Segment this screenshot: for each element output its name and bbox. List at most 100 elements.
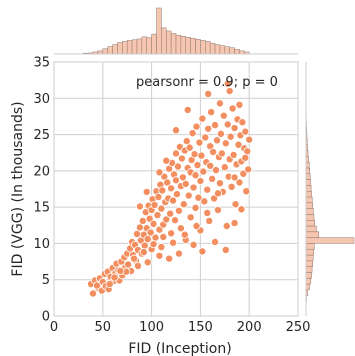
x-tick-label: 0 [50, 320, 58, 335]
scatter-point [219, 111, 228, 120]
scatter-points [87, 79, 254, 298]
y-hist-bar [305, 225, 317, 233]
x-tick-label: 100 [139, 320, 164, 335]
scatter-point [190, 150, 199, 159]
scatter-point [169, 196, 178, 205]
scatter-point [212, 136, 221, 145]
scatter-point [217, 149, 226, 158]
x-hist-bar [131, 39, 138, 55]
scatter-point [143, 235, 152, 244]
y-axis-title: FID (VGG) (In thousands) [10, 101, 26, 276]
scatter-point [138, 216, 147, 225]
y-hist-bar [305, 248, 314, 256]
scatter-point [242, 187, 251, 196]
y-tick-label: 20 [33, 164, 50, 179]
scatter-point [204, 124, 213, 133]
scatter-point [89, 289, 98, 298]
scatter-point [194, 193, 203, 202]
y-hist-bar [305, 185, 312, 192]
scatter-point [201, 133, 210, 142]
x-hist-bar [195, 39, 201, 55]
pearson-annotation: pearsonr = 0.9; p = 0 [136, 75, 278, 90]
scatter-point [241, 127, 250, 136]
scatter-point [158, 186, 167, 195]
y-hist-bar [305, 272, 312, 279]
scatter-point [192, 222, 201, 231]
scatter-point [196, 177, 205, 186]
scatter-point [223, 79, 232, 88]
scatter-point [130, 254, 139, 263]
x-hist-bar [205, 41, 211, 55]
x-hist-bar [190, 38, 196, 55]
y-hist-bar [305, 173, 311, 180]
scatter-point [234, 140, 243, 149]
y-hist-bar [305, 208, 314, 215]
scatter-point [245, 135, 254, 144]
y-tick-labels: 0 5 10 15 20 25 30 35 [33, 56, 50, 325]
x-marginal-histogram [54, 7, 298, 55]
scatter-point [230, 219, 239, 228]
scatter-point [110, 273, 119, 282]
y-tick-label: 0 [42, 310, 50, 325]
scatter-point [213, 206, 222, 215]
scatter-point [116, 267, 125, 276]
scatter-point [182, 137, 191, 146]
scatter-point [204, 89, 213, 98]
scatter-point [229, 150, 238, 159]
scatter-point [239, 169, 248, 178]
scatter-point [92, 281, 101, 290]
scatter-point [199, 167, 208, 176]
scatter-point [155, 168, 164, 177]
y-hist-bar [305, 190, 312, 198]
y-hist-bar [305, 167, 310, 175]
x-hist-bar [229, 47, 235, 55]
x-hist-bar [107, 46, 113, 55]
scatter-point [209, 147, 218, 156]
scatter-point [157, 204, 166, 213]
y-tick-label: 15 [33, 201, 50, 216]
x-hist-bar [200, 40, 206, 55]
scatter-point [207, 108, 216, 117]
scatter-point [191, 171, 200, 180]
scatter-point [163, 178, 172, 187]
x-hist-bar [180, 35, 187, 55]
scatter-point [184, 191, 193, 200]
scatter-point [132, 229, 141, 238]
scatter-point [174, 249, 183, 258]
scatter-point [205, 216, 214, 225]
scatter-point [181, 179, 190, 188]
scatter-point [197, 151, 206, 160]
scatter-point [223, 120, 232, 129]
scatter-point [225, 87, 234, 96]
scatter-point [124, 260, 133, 269]
y-hist-bar [305, 283, 310, 291]
x-hist-bar [117, 42, 123, 55]
x-hist-bar [224, 46, 230, 55]
x-hist-bar [151, 33, 157, 55]
scatter-point [191, 203, 200, 212]
scatter-point [174, 206, 183, 215]
scatter-plot-area [53, 61, 299, 317]
scatter-point [180, 230, 189, 239]
y-tick-label: 25 [33, 128, 50, 143]
scatter-point [208, 174, 217, 183]
x-hist-bar [185, 37, 191, 55]
x-tick-labels: 0 50 100 150 200 250 [50, 320, 311, 335]
scatter-point [203, 185, 212, 194]
scatter-point [135, 223, 144, 232]
scatter-point [215, 99, 224, 108]
x-hist-bar [175, 34, 182, 55]
y-hist-bar [305, 202, 313, 209]
x-tick-label: 200 [237, 320, 262, 335]
scatter-point [135, 202, 144, 211]
y-hist-bar [305, 254, 314, 262]
y-hist-bar [305, 237, 355, 244]
scatter-point [173, 162, 182, 171]
y-tick-label: 5 [42, 273, 50, 288]
scatter-point [221, 245, 230, 254]
scatter-point [212, 166, 221, 175]
scatter-point [186, 213, 195, 222]
y-hist-bar [305, 214, 315, 221]
